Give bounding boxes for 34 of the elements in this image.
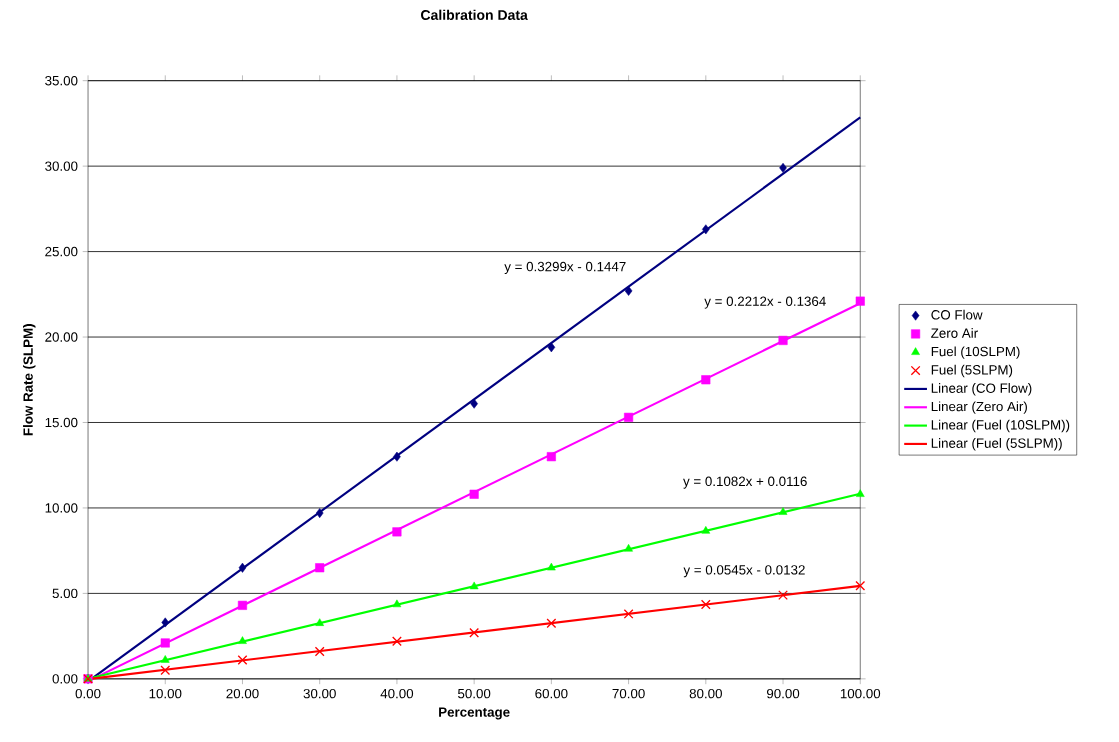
legend-label: Linear (CO Flow) — [931, 383, 1032, 396]
legend-label: Linear (Fuel (10SLPM)) — [931, 420, 1070, 433]
x-tick-label: 10.00 — [149, 689, 182, 699]
x-tick-label: 60.00 — [535, 689, 568, 699]
x-tick-label: 30.00 — [303, 689, 336, 699]
annotation: y = 0.0545x - 0.0132 — [683, 565, 805, 578]
legend-label: Fuel (5SLPM) — [931, 365, 1013, 378]
y-tick-label: 25.00 — [45, 247, 78, 257]
y-tick-label: 10.00 — [45, 503, 78, 513]
legend-label: Zero Air — [931, 328, 978, 339]
x-tick-label: 20.00 — [226, 689, 259, 699]
y-tick-label: 15.00 — [45, 418, 78, 428]
x-tick-label: 0.00 — [75, 689, 101, 699]
chart-title: Calibration Data — [421, 9, 528, 21]
annotation: y = 0.3299x - 0.1447 — [504, 262, 626, 275]
y-axis-title: Flow Rate (SLPM) — [23, 324, 36, 436]
legend-label: Fuel (10SLPM) — [931, 346, 1020, 360]
y-tick-label: 30.00 — [45, 161, 78, 172]
x-tick-label: 50.00 — [458, 689, 491, 699]
x-tick-label: 40.00 — [380, 689, 414, 699]
legend-label: Linear (Zero Air) — [931, 401, 1027, 415]
y-tick-label: 35.00 — [45, 76, 78, 86]
y-tick-label: 5.00 — [52, 588, 78, 599]
x-tick-label: 100.00 — [840, 689, 881, 699]
x-tick-label: 90.00 — [766, 689, 800, 699]
annotation: y = 0.2212x - 0.1364 — [704, 296, 826, 309]
annotation: y = 0.1082x + 0.0116 — [683, 476, 807, 489]
legend-label: CO Flow — [931, 310, 983, 320]
y-tick-label: 20.00 — [45, 332, 78, 342]
x-tick-label: 70.00 — [612, 689, 645, 699]
x-tick-label: 80.00 — [689, 689, 722, 699]
legend-label: Linear (Fuel (5SLPM)) — [931, 438, 1062, 451]
y-tick-label: 0.00 — [52, 674, 78, 684]
x-axis-title: Percentage — [439, 707, 510, 720]
